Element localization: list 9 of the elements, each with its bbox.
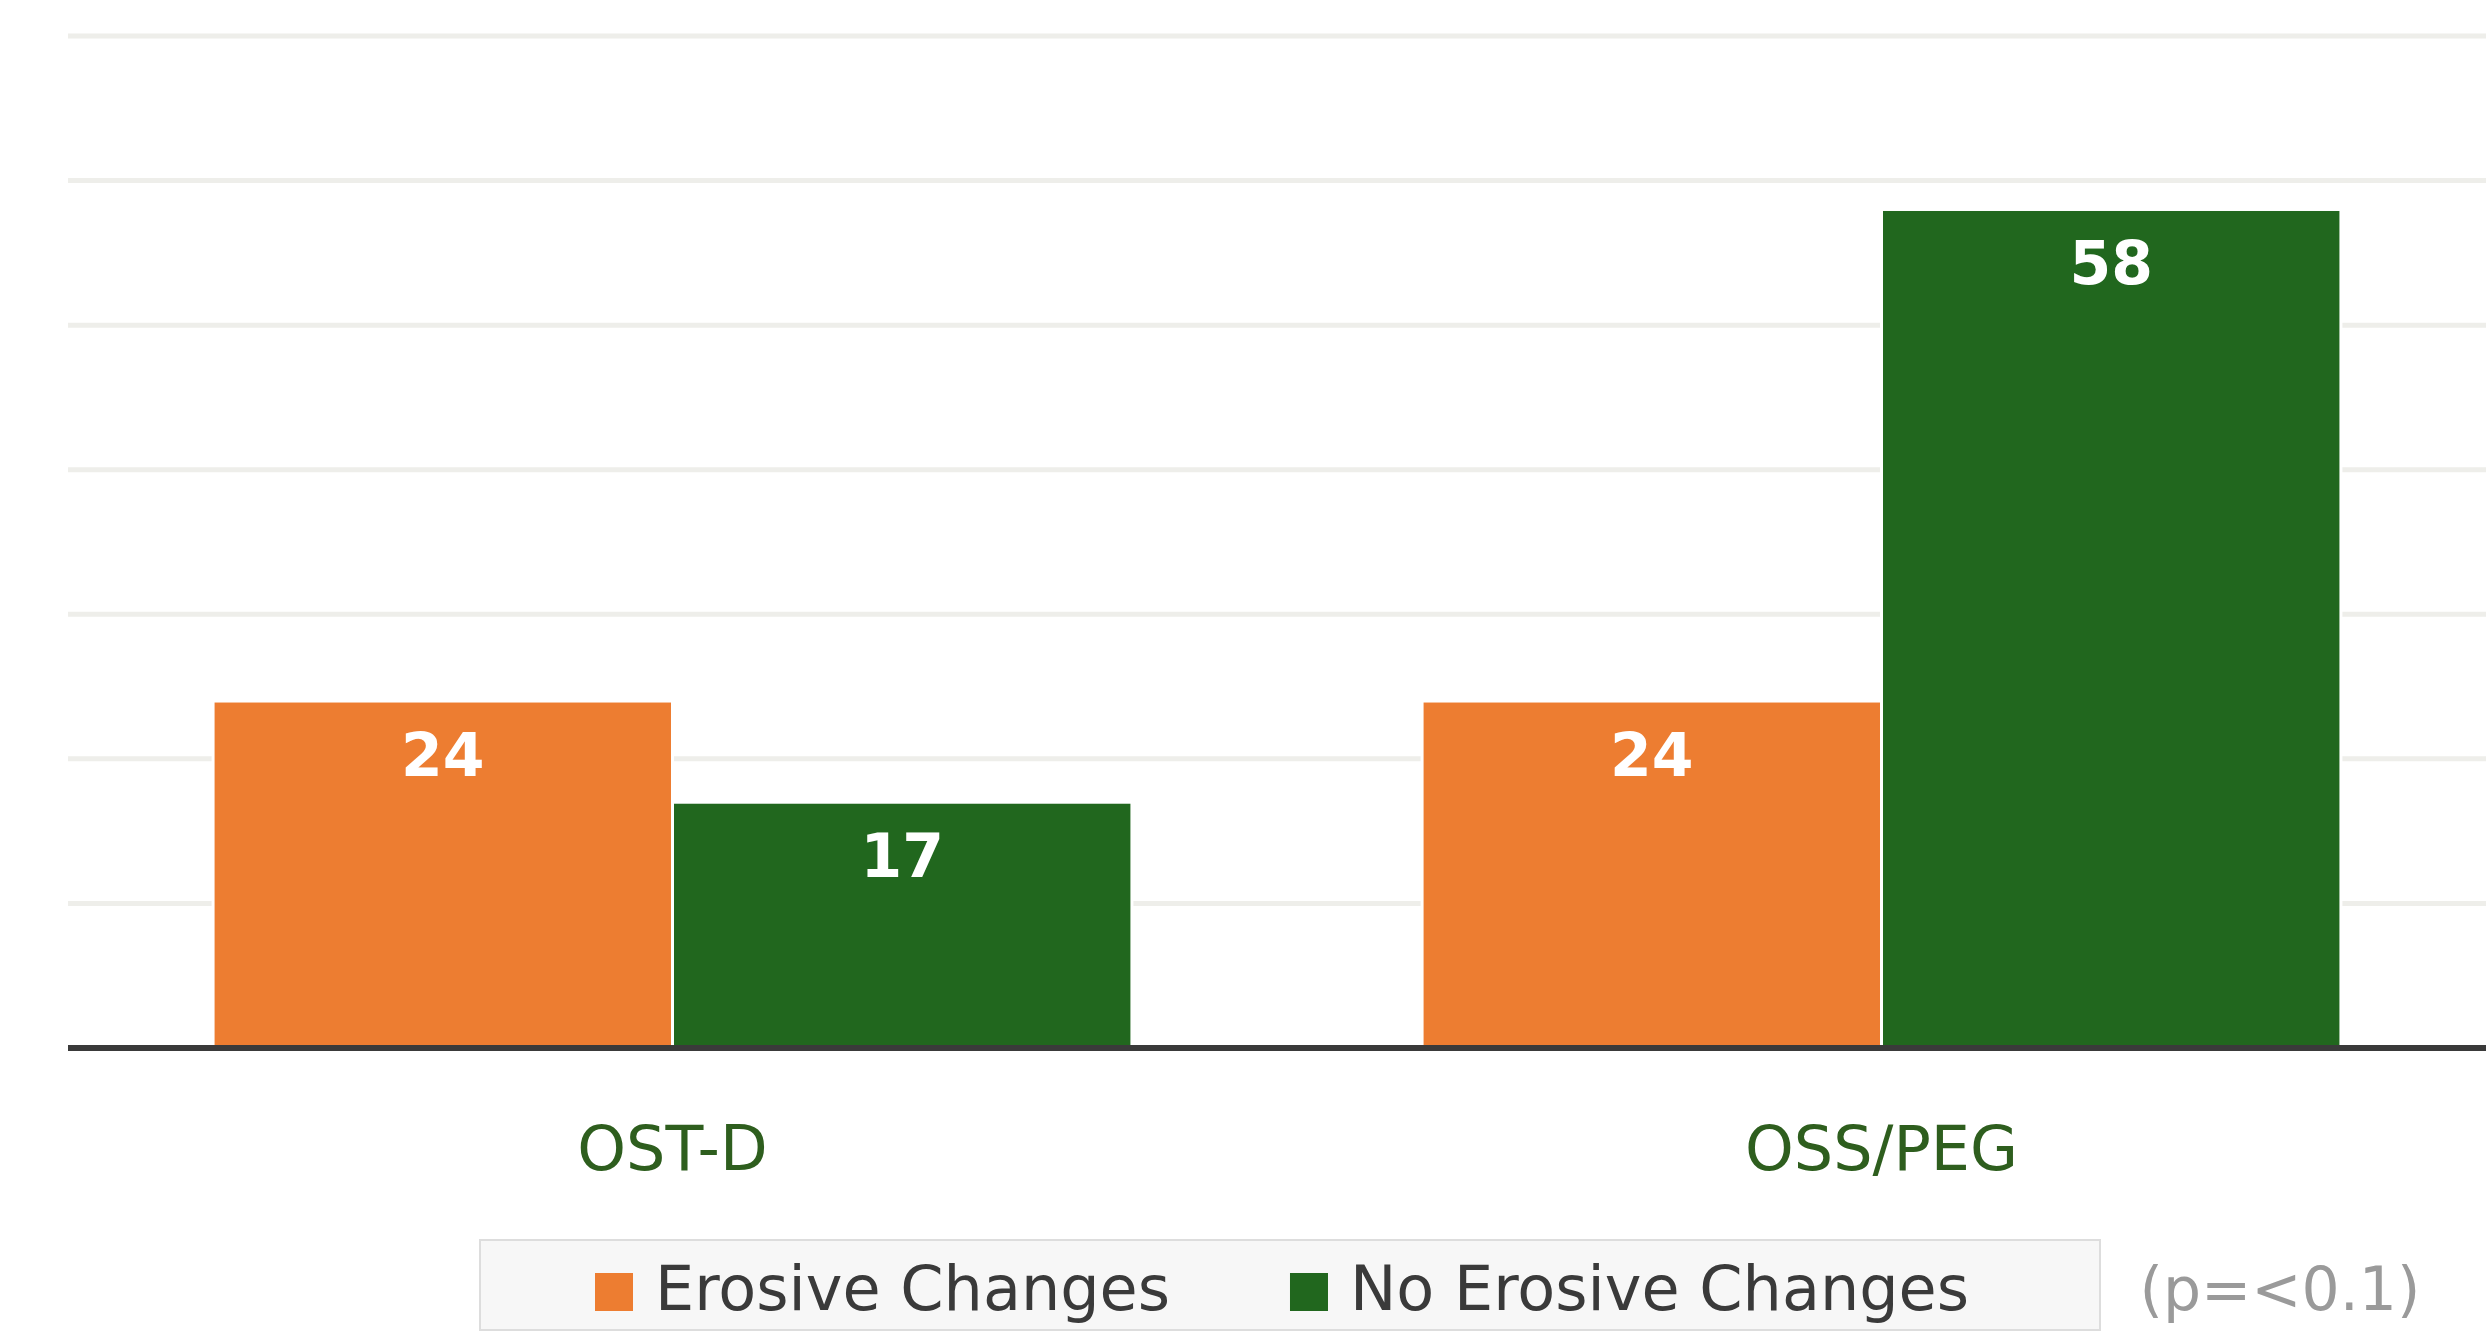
data-label: 17 xyxy=(860,821,944,892)
data-label: 24 xyxy=(401,720,485,791)
x-tick-label: OSS/PEG xyxy=(1744,1112,2019,1185)
text: (p=<0.1) xyxy=(2139,1254,2421,1324)
data-label: 24 xyxy=(1610,720,1694,791)
data-label: 58 xyxy=(2069,228,2153,299)
legend-label: No Erosive Changes xyxy=(1349,1252,1969,1325)
legend-label: Erosive Changes xyxy=(655,1252,1170,1325)
x-tick-label: OST-D xyxy=(577,1112,768,1185)
